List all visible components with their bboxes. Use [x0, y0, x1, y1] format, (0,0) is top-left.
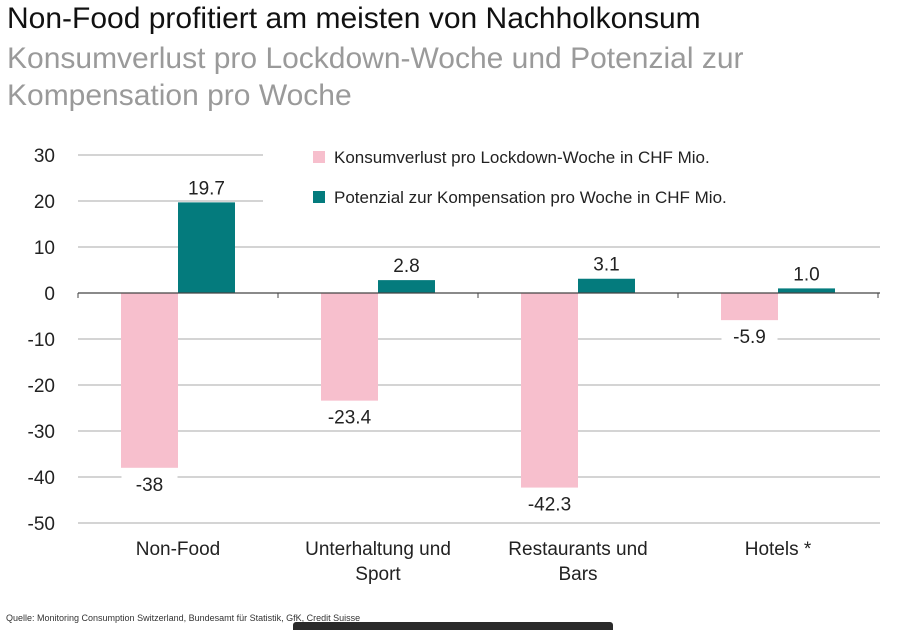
label-bg	[178, 176, 235, 201]
bar	[521, 293, 578, 488]
legend-swatch	[313, 191, 325, 203]
legend-label: Potenzial zur Kompensation pro Woche in …	[334, 188, 727, 207]
data-label: 1.0	[793, 264, 819, 285]
label-bg	[521, 492, 578, 517]
source-note: Quelle: Monitoring Consumption Switzerla…	[6, 613, 361, 623]
y-tick-label: -10	[28, 330, 55, 351]
data-label: 2.8	[393, 256, 419, 277]
data-label: 19.7	[188, 178, 225, 199]
label-bg	[121, 472, 178, 497]
x-tick-label: Bars	[558, 564, 597, 585]
legend-swatch	[313, 151, 325, 163]
label-bg	[378, 254, 435, 279]
data-label: 3.1	[593, 255, 619, 276]
bar	[378, 280, 435, 293]
y-tick-label: -40	[28, 468, 55, 489]
bar	[121, 293, 178, 468]
y-tick-label: -50	[28, 514, 55, 535]
overlay-bar	[293, 622, 613, 630]
bar	[778, 288, 835, 293]
y-tick-label: 0	[44, 284, 55, 305]
chart-title: Non-Food profitiert am meisten von Nachh…	[7, 2, 701, 35]
y-tick-label: 10	[34, 238, 55, 259]
data-label: -42.3	[528, 495, 571, 516]
y-tick-label: 20	[34, 192, 55, 213]
y-tick-label: -20	[28, 376, 55, 397]
y-tick-label: -30	[28, 422, 55, 443]
bar	[321, 293, 378, 401]
x-tick-label: Restaurants und	[508, 539, 647, 560]
bar	[578, 278, 635, 293]
data-label: -38	[136, 475, 163, 496]
label-bg	[778, 262, 835, 287]
label-bg	[321, 405, 378, 430]
chart-subtitle: Konsumverlust pro Lockdown-Woche und Pot…	[7, 42, 744, 112]
label-bg	[721, 325, 778, 350]
x-tick-label: Sport	[355, 564, 401, 585]
x-tick-label: Non-Food	[136, 539, 221, 560]
y-tick-label: 30	[34, 146, 55, 167]
x-tick-label: Hotels *	[745, 539, 812, 560]
data-label: -5.9	[733, 327, 766, 348]
bar	[178, 202, 235, 293]
x-tick-label: Unterhaltung und	[305, 539, 451, 560]
legend-label: Konsumverlust pro Lockdown-Woche in CHF …	[334, 148, 710, 167]
data-label: -23.4	[328, 408, 372, 429]
label-bg	[578, 252, 635, 277]
bar	[721, 293, 778, 321]
